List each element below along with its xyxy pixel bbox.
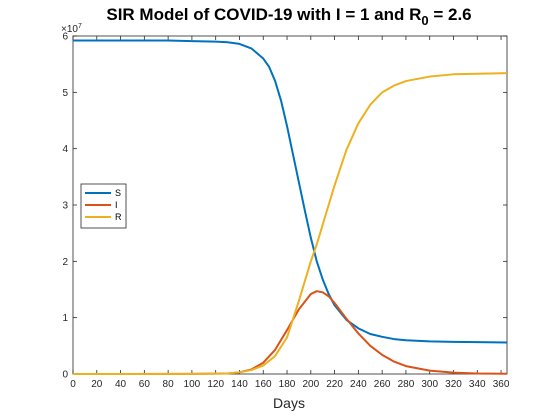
y-tick-label: 2 [62, 257, 68, 268]
series-line-s [73, 39, 508, 344]
x-tick-label: 140 [231, 379, 248, 390]
y-tick-label: 1 [62, 313, 68, 324]
x-tick-label: 360 [493, 379, 510, 390]
x-axis-label: Days [273, 395, 305, 411]
y-tick-label: 0 [62, 370, 68, 381]
x-tick-label: 0 [70, 379, 76, 390]
legend: SIR [80, 183, 127, 229]
x-tick-label: 200 [302, 379, 319, 390]
chart-title-subscript: 0 [421, 13, 428, 28]
y-exponent-label: ×107 [61, 23, 82, 35]
x-tick-label: 180 [279, 379, 296, 390]
x-tick-label: 260 [374, 379, 391, 390]
chart-title-main: SIR Model of COVID-19 with I = 1 and R [106, 5, 421, 24]
x-tick-label: 220 [326, 379, 343, 390]
series-line-r [72, 72, 508, 375]
y-tick-label: 6 [62, 32, 68, 43]
legend-label-i: I [115, 200, 118, 210]
x-tick-label: 300 [421, 379, 438, 390]
x-tick-label: 60 [139, 379, 151, 390]
y-tick-label: 5 [62, 88, 68, 99]
x-tick-label: 120 [207, 379, 224, 390]
x-tick-label: 20 [91, 379, 103, 390]
y-tick-label: 3 [62, 201, 68, 212]
x-tick-label: 160 [255, 379, 272, 390]
legend-label-s: S [115, 188, 121, 198]
plot-area: 0 20 40 60 80 100 120 140 160 180 200 220 240 260 280 3… [62, 32, 509, 391]
legend-label-r: R [115, 212, 122, 222]
x-tick-label: 340 [469, 379, 486, 390]
x-tick-label: 80 [163, 379, 175, 390]
x-tick-label: 320 [445, 379, 462, 390]
x-tick-label: 40 [115, 379, 127, 390]
chart-title-tail: = 2.6 [429, 5, 472, 24]
chart-title: SIR Model of COVID-19 with I = 1 and R0 … [106, 5, 471, 28]
series-line-i [72, 290, 508, 375]
y-tick-label: 4 [62, 144, 68, 155]
x-tick-label: 280 [398, 379, 415, 390]
x-tick-label: 100 [184, 379, 201, 390]
x-tick-label: 240 [350, 379, 367, 390]
